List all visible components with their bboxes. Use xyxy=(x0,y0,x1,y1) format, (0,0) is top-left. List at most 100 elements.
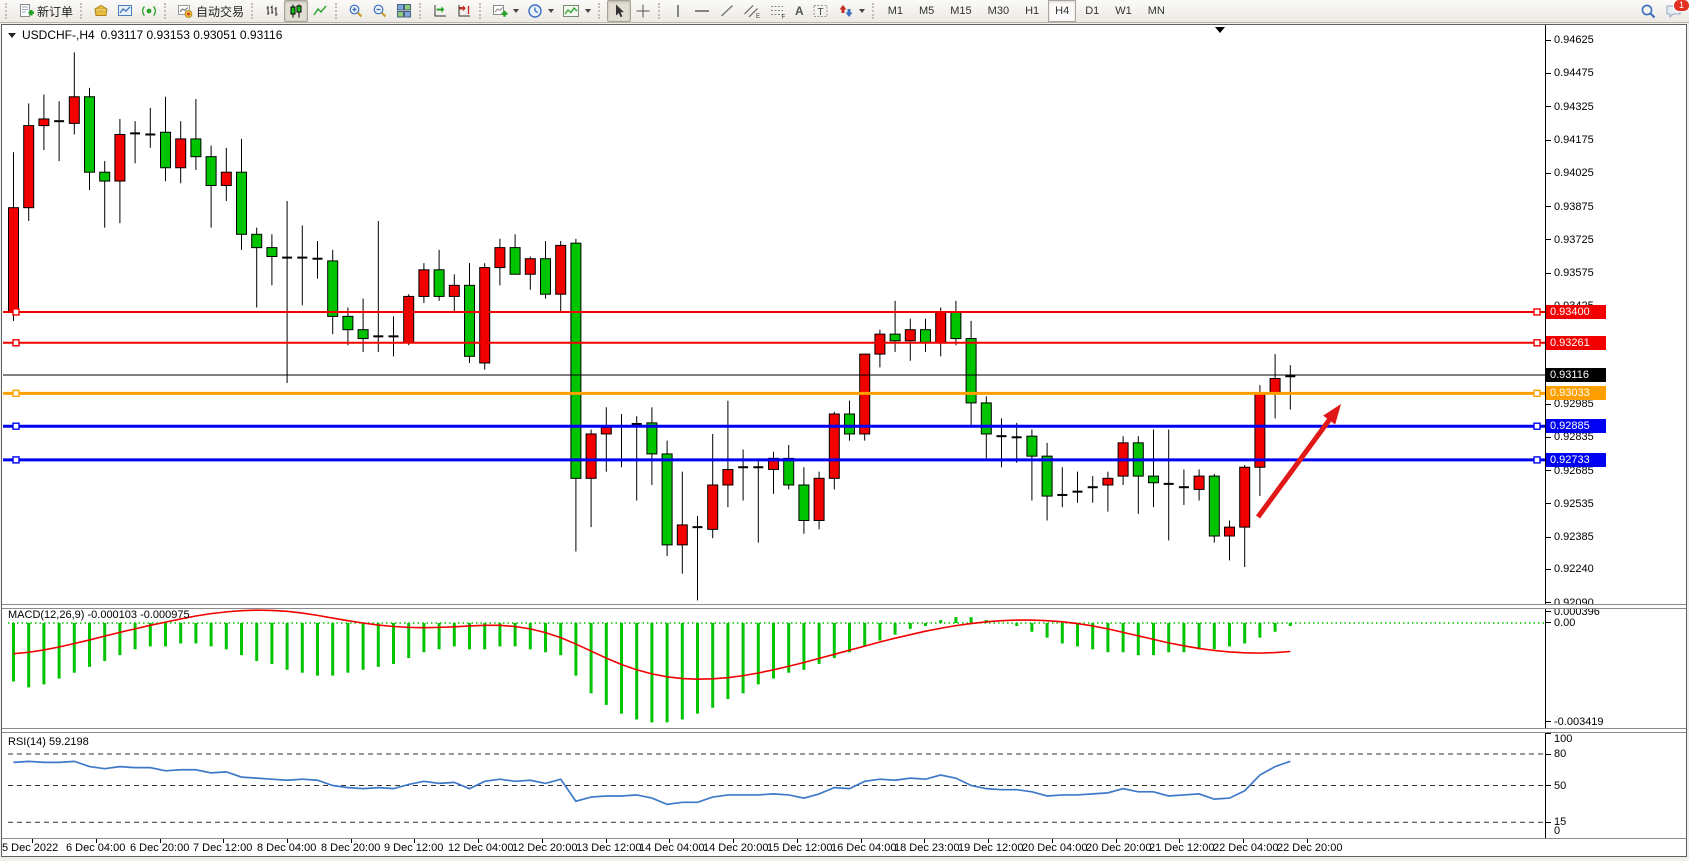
timeframe-mn-button[interactable]: MN xyxy=(1147,5,1165,17)
macd-axis-label: 0.000396 xyxy=(1554,606,1600,618)
toolbar-grip[interactable] xyxy=(80,3,86,19)
timeframe-m15-button[interactable]: M15 xyxy=(950,5,972,17)
zoom-out-icon xyxy=(373,4,387,18)
cursor-tool-button[interactable] xyxy=(607,0,632,22)
trendline-icon xyxy=(721,4,734,17)
price-axis-border xyxy=(1545,25,1546,839)
chart-title: USDCHF-,H4 0.93117 0.93153 0.93051 0.931… xyxy=(8,28,282,42)
search-button[interactable] xyxy=(1636,0,1661,22)
price-tick-dash xyxy=(1546,536,1551,538)
toolbar-grip[interactable] xyxy=(251,3,257,19)
macd-tick-dash xyxy=(1546,622,1551,623)
arrows-tool-button[interactable] xyxy=(834,0,869,22)
time-axis-label: 13 Dec 12:00 xyxy=(576,842,642,854)
text-tool-button[interactable]: A xyxy=(791,0,808,22)
bar-chart-mode-button[interactable] xyxy=(260,0,284,22)
line-chart-mode-button[interactable] xyxy=(308,0,332,22)
autotrading-button[interactable]: 自动交易 xyxy=(173,0,248,22)
channel-tool-button[interactable]: E xyxy=(739,0,765,22)
cursor-icon xyxy=(616,4,624,18)
trendline-tool-button[interactable] xyxy=(715,0,739,22)
time-tick xyxy=(1243,839,1244,843)
chat-button[interactable]: 1 xyxy=(1661,0,1689,22)
time-axis-label: 22 Dec 04:00 xyxy=(1213,842,1279,854)
rsi-tick-dash xyxy=(1546,785,1551,786)
chart-profile-button[interactable] xyxy=(558,0,595,22)
timeframe-m30-button[interactable]: M30 xyxy=(987,5,1010,17)
timeframe-m5-button[interactable]: M5 xyxy=(918,5,935,17)
equidistant-channel-icon: E xyxy=(744,5,760,19)
fibonacci-tool-button[interactable]: F xyxy=(765,0,791,22)
macd-label: MACD(12,26,9) -0.000103 -0.000975 xyxy=(8,609,190,621)
timeframe-m1-button[interactable]: M1 xyxy=(887,5,903,17)
price-tick-label: 0.92685 xyxy=(1554,464,1594,477)
time-axis-label: 8 Dec 20:00 xyxy=(321,842,381,854)
vertical-line-tool-button[interactable] xyxy=(667,0,689,22)
arrows-dropdown-caret[interactable] xyxy=(858,9,865,13)
timeframe-d1-button[interactable]: D1 xyxy=(1085,5,1100,17)
macd-signal-value: -0.000975 xyxy=(140,609,190,621)
time-axis-label: 12 Dec 04:00 xyxy=(448,842,514,854)
zoom-out-button[interactable] xyxy=(368,0,392,22)
macd-panel-splitter[interactable] xyxy=(2,604,1686,609)
rsi-panel-splitter[interactable] xyxy=(2,728,1686,733)
time-tick xyxy=(1179,839,1180,843)
price-line-box: 0.93400 xyxy=(1546,304,1606,319)
price-tick-label: 0.92985 xyxy=(1554,398,1594,410)
broadcast-icon xyxy=(142,6,156,16)
zoom-in-button[interactable] xyxy=(344,0,368,22)
toolbar-grip[interactable] xyxy=(658,3,664,19)
time-tick xyxy=(988,839,989,843)
symbol-dropdown-icon[interactable] xyxy=(8,32,16,38)
signals-button[interactable] xyxy=(137,0,161,22)
price-tick-dash xyxy=(1546,503,1551,505)
toolbar-grip[interactable] xyxy=(335,3,341,19)
time-axis-label: 8 Dec 04:00 xyxy=(257,842,317,854)
toolbar-grip[interactable] xyxy=(5,3,11,19)
chart-profile-caret[interactable] xyxy=(585,9,592,13)
crosshair-tool-button[interactable] xyxy=(631,0,655,22)
time-tick xyxy=(542,839,543,843)
svg-text:F: F xyxy=(782,15,786,20)
time-tick xyxy=(606,839,607,843)
price-tick-label: 0.92835 xyxy=(1554,431,1594,444)
timeframe-h4-button[interactable]: H4 xyxy=(1048,0,1077,22)
rsi-level-label: 0 xyxy=(1554,825,1561,837)
toolbar-grip[interactable] xyxy=(419,3,425,19)
svg-text:T: T xyxy=(817,7,823,18)
toolbar-grip[interactable] xyxy=(164,3,170,19)
market-watch-button[interactable] xyxy=(89,0,113,22)
autotrading-icon xyxy=(178,5,193,18)
period-clock-button[interactable] xyxy=(523,0,558,22)
text-label-tool-button[interactable]: T xyxy=(808,0,834,22)
candlestick-mode-button[interactable] xyxy=(284,0,309,22)
svg-text:E: E xyxy=(756,14,760,19)
price-tick-dash xyxy=(1546,72,1551,74)
price-tick-label: 0.93875 xyxy=(1554,200,1594,213)
auto-scroll-button[interactable] xyxy=(428,0,452,22)
chart-symbol-period: USDCHF-,H4 xyxy=(22,28,95,42)
toolbar-grip[interactable] xyxy=(598,3,604,19)
price-tick-dash xyxy=(1546,39,1551,41)
toolbar-grip[interactable] xyxy=(479,3,485,19)
rsi-tick-dash xyxy=(1546,821,1551,823)
horizontal-line-tool-button[interactable] xyxy=(689,0,715,22)
period-dropdown-caret[interactable] xyxy=(548,9,555,13)
price-tick-dash xyxy=(1546,602,1551,604)
rsi-level-label: 80 xyxy=(1554,748,1567,760)
arrows-shapes-icon xyxy=(839,5,853,17)
tile-windows-button[interactable] xyxy=(392,0,416,22)
price-line-box: 0.92733 xyxy=(1546,452,1606,467)
toolbar-grip[interactable] xyxy=(871,3,878,19)
macd-axis-label: -0.003419 xyxy=(1554,716,1604,728)
timeframe-w1-button[interactable]: W1 xyxy=(1115,5,1132,17)
new-chart-button[interactable] xyxy=(488,0,523,22)
chart-shift-button[interactable] xyxy=(452,0,476,22)
price-tick-label: 0.94475 xyxy=(1554,67,1594,80)
chart-window-button[interactable] xyxy=(113,0,137,22)
timeframe-h1-button[interactable]: H1 xyxy=(1025,5,1040,17)
new-chart-dropdown-caret[interactable] xyxy=(513,9,520,13)
rsi-level-label: 15 xyxy=(1554,816,1567,829)
new-order-button[interactable]: 新订单 xyxy=(14,0,77,22)
price-tick-dash xyxy=(1546,272,1551,274)
